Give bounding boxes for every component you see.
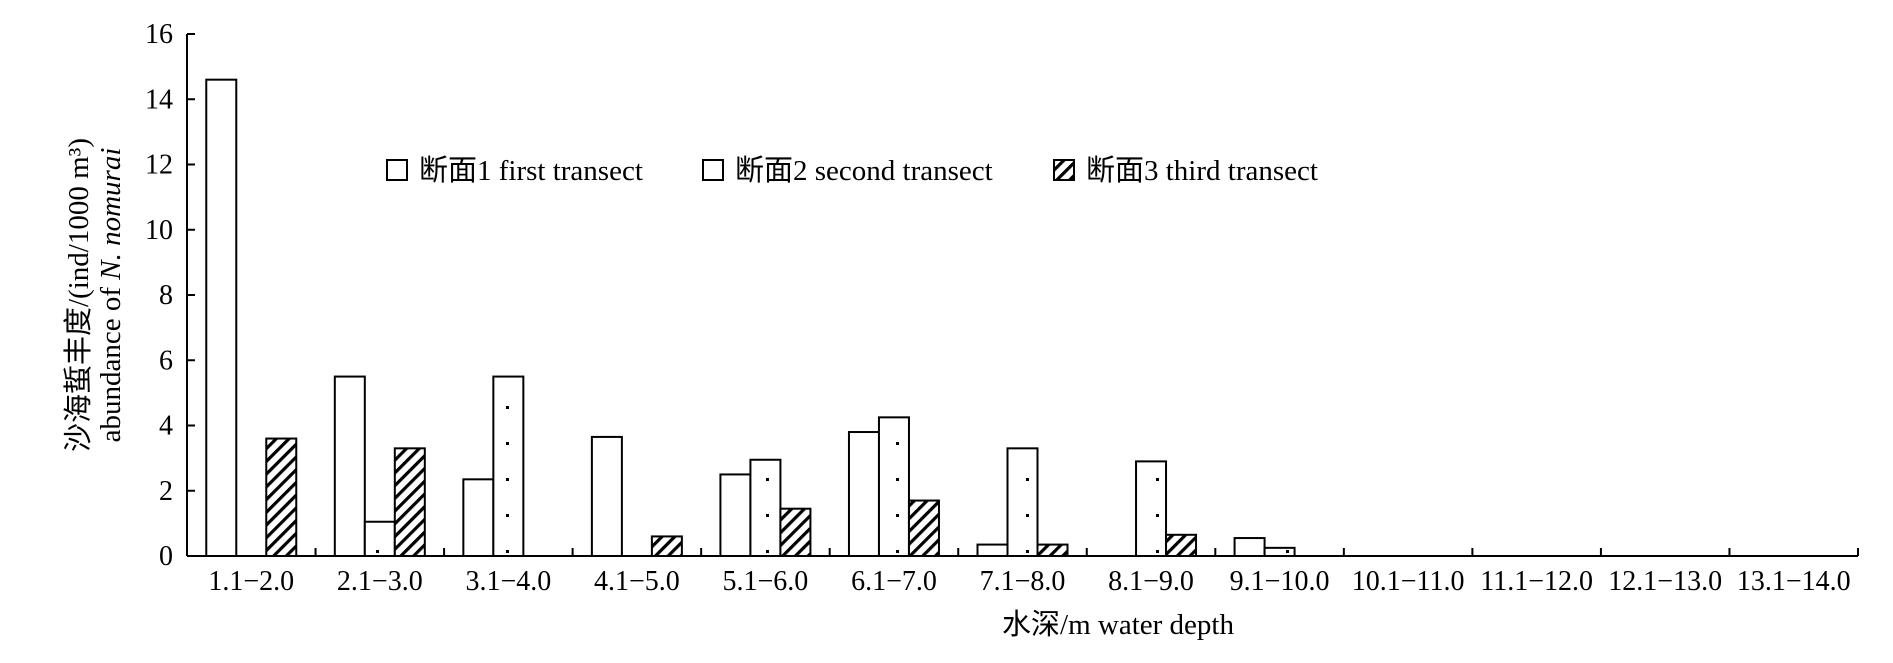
y-tick-label: 16 [145, 19, 173, 50]
bar-series2-3.1−4.0 [492, 375, 525, 557]
x-tick-label: 5.1−6.0 [723, 566, 809, 597]
x-tick-label: 7.1−8.0 [980, 566, 1066, 597]
bar-series1-9.1−10.0 [1233, 537, 1266, 558]
bar-series3-7.1−8.0 [1036, 543, 1069, 557]
y-tick-label: 2 [159, 476, 173, 507]
bar-series1-3.1−4.0 [462, 478, 495, 557]
bars [205, 78, 1296, 558]
legend-label-series1: 断面1 first transect [419, 154, 643, 187]
y-tick-label: 12 [145, 150, 173, 181]
bar-series3-8.1−9.0 [1165, 533, 1198, 558]
y-axis-title: 沙海蜇丰度/(ind/1000 m³) abundance of N. nomu… [62, 138, 127, 452]
y-tick-label: 6 [159, 345, 173, 376]
x-tick-label: 9.1−10.0 [1230, 566, 1330, 597]
bar-series1-5.1−6.0 [719, 473, 752, 557]
y-tick-label: 8 [159, 280, 173, 311]
legend-label-series3: 断面3 third transect [1086, 154, 1318, 187]
bar-series2-9.1−10.0 [1263, 546, 1296, 557]
y-axis-title-species: N. nomurai [95, 148, 127, 281]
bar-series3-1.1−2.0 [265, 437, 298, 557]
bar-series3-4.1−5.0 [650, 535, 683, 557]
x-tick-label: 8.1−9.0 [1108, 566, 1194, 597]
legend: 断面1 first transect 断面2 second transect 断面3… [386, 154, 1318, 187]
bar-series1-6.1−7.0 [847, 431, 880, 557]
y-axis-title-line1: 沙海蜇丰度/(ind/1000 m³) [62, 138, 95, 452]
x-axis-ticks: 1.1−2.0 2.1−3.0 3.1−4.0 4.1−5.0 5.1−6.0 6.1−7… [186, 548, 1859, 597]
bar-series3-6.1−7.0 [907, 499, 940, 558]
legend-swatch-series1 [386, 159, 408, 181]
y-tick-label: 14 [145, 84, 173, 115]
bar-series1-7.1−8.0 [976, 543, 1009, 557]
bar-series1-4.1−5.0 [590, 435, 623, 558]
y-tick-label: 0 [159, 541, 173, 572]
y-axis-title-line2: abundance of N. nomurai [95, 148, 127, 443]
y-axis-ticks: 0 2 4 6 8 10 12 14 16 [145, 19, 195, 572]
x-tick-label: 4.1−5.0 [594, 566, 680, 597]
x-tick-label: 3.1−4.0 [465, 566, 551, 597]
x-tick-label: 10.1−11.0 [1352, 566, 1465, 597]
bar-series2-5.1−6.0 [749, 458, 782, 558]
x-tick-label: 6.1−7.0 [851, 566, 937, 597]
x-tick-label: 13.1−14.0 [1737, 566, 1851, 597]
y-axis-title-prefix: abundance of [95, 280, 127, 443]
bar-series2-6.1−7.0 [877, 416, 910, 557]
bar-series2-2.1−3.0 [363, 520, 396, 558]
legend-label-series2: 断面2 second transect [735, 154, 993, 187]
x-tick-label: 1.1−2.0 [208, 566, 294, 597]
bar-series2-7.1−8.0 [1006, 447, 1039, 557]
x-tick-label: 12.1−13.0 [1608, 566, 1722, 597]
bar-series3-5.1−6.0 [779, 507, 812, 558]
x-axis-title: 水深/m water depth [1002, 608, 1234, 641]
legend-swatch-series2 [702, 159, 724, 181]
bar-series1-1.1−2.0 [205, 78, 238, 558]
bar-series1-2.1−3.0 [333, 375, 366, 557]
x-tick-label: 2.1−3.0 [337, 566, 423, 597]
y-tick-label: 10 [145, 215, 173, 246]
bar-series2-8.1−9.0 [1135, 460, 1168, 558]
x-tick-label: 11.1−12.0 [1480, 566, 1593, 597]
bar-series3-2.1−3.0 [393, 447, 426, 557]
legend-swatch-series3 [1053, 159, 1075, 181]
y-tick-label: 4 [159, 411, 173, 442]
